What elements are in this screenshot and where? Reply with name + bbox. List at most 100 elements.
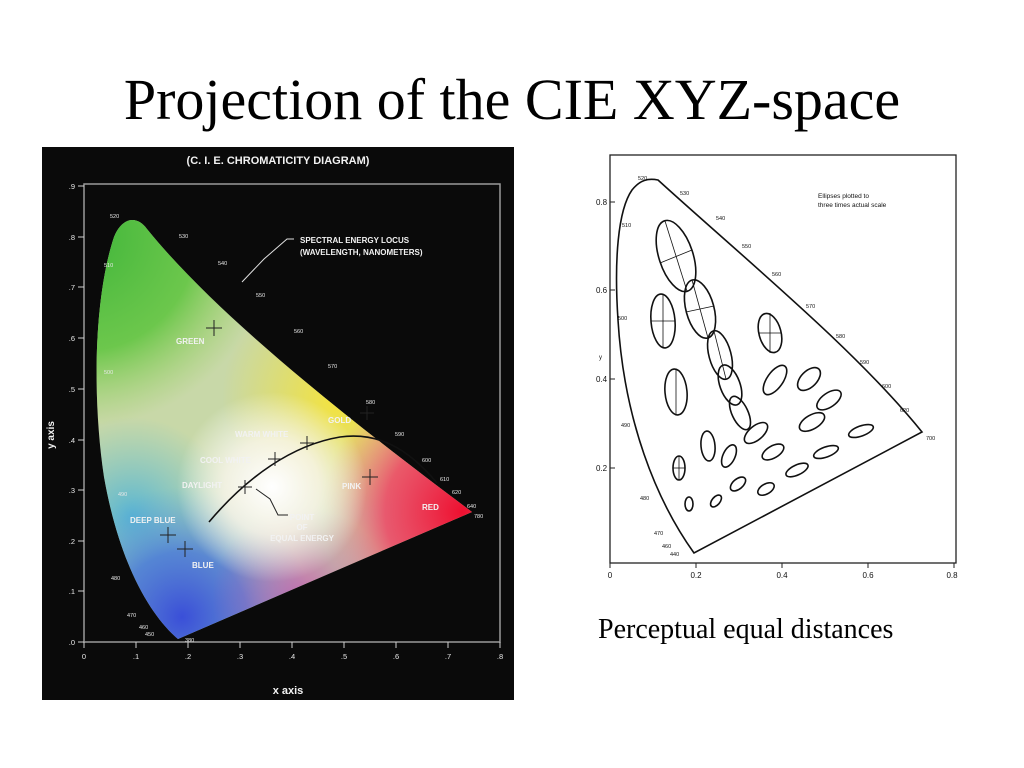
- macadam-wavelength: 490: [621, 423, 630, 429]
- wavelength-label: 490: [118, 492, 127, 498]
- macadam-wavelength: 700: [926, 436, 935, 442]
- label-warm-white: WARM WHITE: [235, 430, 289, 439]
- wavelength-label: 580: [366, 400, 375, 406]
- macadam-wavelength: 580: [836, 334, 845, 340]
- macadam-note-line2: three times actual scale: [818, 202, 887, 209]
- wavelength-label: 600: [422, 458, 431, 464]
- macadam-wavelength: 480: [640, 496, 649, 502]
- label-blue: BLUE: [192, 561, 214, 570]
- label-daylight: DAYLIGHT: [182, 481, 222, 490]
- wavelength-label: 570: [328, 364, 337, 370]
- macadam-x-tick: 0.2: [690, 571, 702, 580]
- label-green: GREEN: [176, 337, 205, 346]
- macadam-y-tick: 0.6: [596, 286, 608, 295]
- macadam-x-tick: 0.8: [946, 571, 958, 580]
- wavelength-label: 550: [256, 293, 265, 299]
- macadam-wavelength: 460: [662, 544, 671, 550]
- label-of: OF: [296, 523, 307, 532]
- macadam-x-tick: 0.4: [776, 571, 788, 580]
- wavelength-label: 470: [127, 613, 136, 619]
- y-tick-label: .6: [69, 334, 75, 343]
- wavelength-label: 540: [218, 261, 227, 267]
- macadam-wavelength: 470: [654, 531, 663, 537]
- x-tick-label: .4: [289, 652, 295, 661]
- equal-energy-callout: [255, 488, 288, 516]
- wavelength-label: 380: [185, 638, 194, 644]
- wavelength-label: 560: [294, 329, 303, 335]
- macadam-y-axis-label: y: [599, 355, 602, 361]
- y-axis-label: y axis: [46, 421, 57, 449]
- y-tick-label: .0: [69, 638, 75, 647]
- y-tick-label: .8: [69, 233, 75, 242]
- cie-diagram-title: (C. I. E. CHROMATICITY DIAGRAM): [187, 155, 370, 167]
- wavelength-label: 480: [111, 576, 120, 582]
- x-tick-label: .6: [393, 652, 399, 661]
- ellipse-axes: [651, 220, 781, 480]
- x-tick-label: 0: [82, 652, 86, 661]
- axis-ticks: [78, 185, 501, 648]
- wavelength-label: 590: [395, 432, 404, 438]
- x-tick-label: .5: [341, 652, 347, 661]
- slide-caption: Perceptual equal distances: [598, 614, 894, 645]
- macadam-spectral-locus: [615, 178, 924, 555]
- macadam-x-tick: 0: [608, 571, 613, 580]
- point-markers: [160, 320, 378, 557]
- x-tick-label: .8: [497, 652, 503, 661]
- y-tick-label: .3: [69, 486, 75, 495]
- macadam-wavelength: 510: [622, 223, 631, 229]
- label-pink: PINK: [342, 482, 361, 491]
- wavelength-label: 610: [440, 477, 449, 483]
- macadam-wavelength: 590: [860, 360, 869, 366]
- label-equal-energy: EQUAL ENERGY: [270, 534, 335, 543]
- macadam-ellipses-diagram: 0 0.2 0.4 0.6 0.8 0.8 0.6 0.4 0.2 y x El…: [596, 150, 962, 580]
- wavelength-label: 460: [139, 625, 148, 631]
- label-cool-white: COOL WHITE: [200, 456, 252, 465]
- label-point: POINT: [290, 513, 315, 522]
- label-red: RED: [422, 503, 439, 512]
- macadam-note-line1: Ellipses plotted to: [818, 193, 869, 200]
- label-gold: GOLD: [328, 416, 351, 425]
- macadam-wavelength: 570: [806, 304, 815, 310]
- x-tick-label: .7: [445, 652, 451, 661]
- macadam-y-tick: 0.4: [596, 375, 608, 384]
- wavelength-label: 510: [104, 263, 113, 269]
- macadam-wavelength: 540: [716, 216, 725, 222]
- wavelength-label: 450: [145, 632, 154, 638]
- macadam-y-tick: 0.2: [596, 464, 608, 473]
- x-tick-label: .3: [237, 652, 243, 661]
- locus-label-line2: (WAVELENGTH, NANOMETERS): [300, 248, 423, 257]
- macadam-wavelength: 500: [618, 316, 627, 322]
- macadam-ellipses: [650, 219, 875, 512]
- cie-chromaticity-diagram: (C. I. E. CHROMATICITY DIAGRAM) .9 .8 .7…: [42, 147, 514, 700]
- macadam-wavelength: 520: [638, 176, 647, 182]
- y-tick-label: .2: [69, 537, 75, 546]
- macadam-wavelength: 440: [670, 552, 679, 558]
- y-tick-label: .9: [69, 182, 75, 191]
- macadam-wavelength: 530: [680, 191, 689, 197]
- macadam-diagram-svg: 0 0.2 0.4 0.6 0.8 0.8 0.6 0.4 0.2 y x El…: [596, 154, 958, 580]
- x-tick-label: .1: [133, 652, 139, 661]
- y-tick-label: .4: [69, 436, 75, 445]
- wavelength-label: 530: [179, 234, 188, 240]
- y-tick-label: .5: [69, 385, 75, 394]
- label-deep-blue: DEEP BLUE: [130, 516, 176, 525]
- macadam-frame: [609, 154, 957, 564]
- slide-title: Projection of the CIE XYZ-space: [123, 67, 901, 132]
- y-tick-label: .1: [69, 587, 75, 596]
- macadam-wavelength: 600: [882, 384, 891, 390]
- color-gamut: [96, 219, 472, 640]
- x-tick-label: .2: [185, 652, 191, 661]
- wavelength-label: 780: [474, 514, 483, 520]
- wavelength-label: 500: [104, 370, 113, 376]
- y-tick-label: .7: [69, 283, 75, 292]
- macadam-wavelength: 620: [900, 408, 909, 414]
- locus-label-line1: SPECTRAL ENERGY LOCUS: [300, 236, 410, 245]
- wavelength-label: 620: [452, 490, 461, 496]
- locus-callout-line: [241, 238, 294, 283]
- cie-diagram-svg: (C. I. E. CHROMATICITY DIAGRAM) .9 .8 .7…: [46, 155, 503, 697]
- macadam-wavelength: 550: [742, 244, 751, 250]
- macadam-y-tick: 0.8: [596, 198, 608, 207]
- macadam-x-tick: 0.6: [862, 571, 874, 580]
- macadam-wavelength: 560: [772, 272, 781, 278]
- wavelength-label: 640: [467, 504, 476, 510]
